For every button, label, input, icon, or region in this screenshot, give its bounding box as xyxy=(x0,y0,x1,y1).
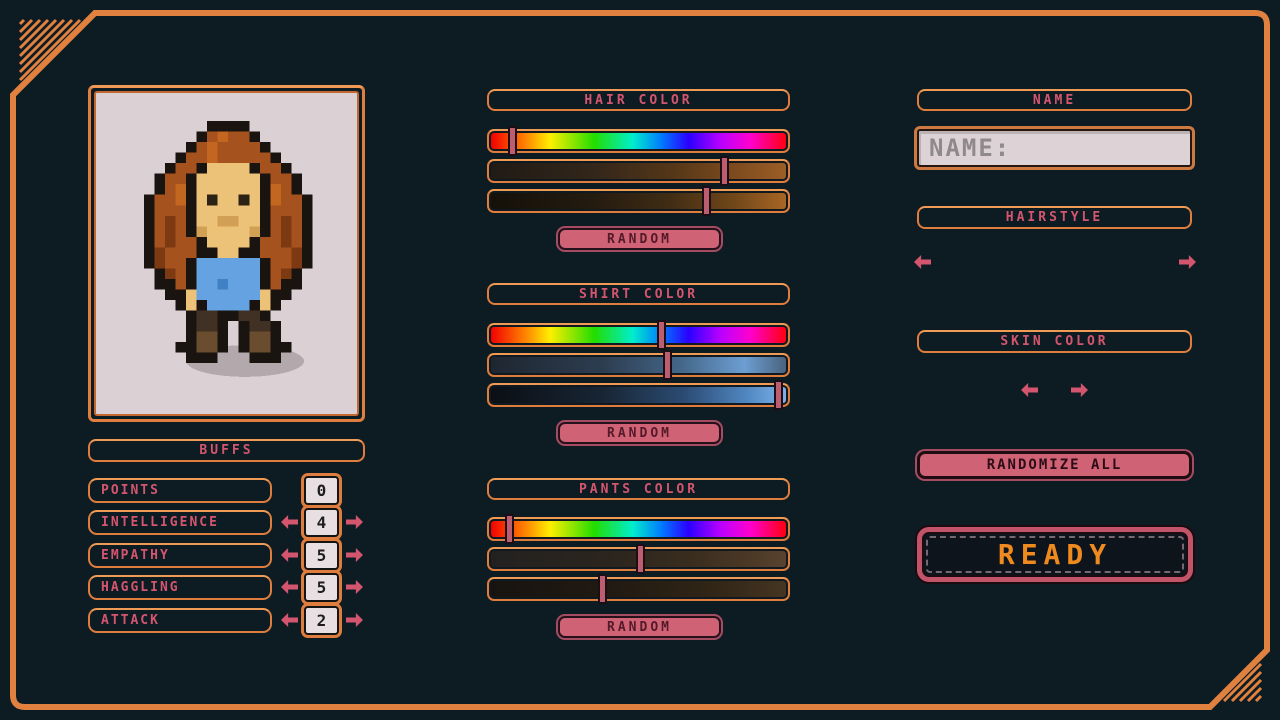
hairstyle-next-button[interactable] xyxy=(1179,255,1196,269)
shirt-slider-shirt-sat[interactable] xyxy=(487,350,790,380)
pants-slider-hue[interactable] xyxy=(487,514,790,544)
shirt-random-button[interactable]: RANDOM xyxy=(558,422,721,444)
stat-attack-decrease-button[interactable] xyxy=(281,613,298,627)
shirt-hue-handle[interactable] xyxy=(657,320,667,350)
pants-slider-pants-val[interactable] xyxy=(487,574,790,604)
ready-button[interactable]: READY xyxy=(917,527,1193,582)
hair-hair-val-handle[interactable] xyxy=(702,186,712,216)
stat-attack-increase-button[interactable] xyxy=(346,613,363,627)
shirt-hue-track xyxy=(491,327,786,343)
skin-color-prev-button[interactable] xyxy=(1021,383,1038,397)
hair-hue-track xyxy=(491,133,786,149)
stat-intelligence-decrease-button[interactable] xyxy=(281,515,298,529)
hairstyle-prev-button[interactable] xyxy=(914,255,931,269)
stat-value-intelligence: 4 xyxy=(304,508,339,537)
hair-random-button[interactable]: RANDOM xyxy=(558,228,721,250)
stat-label-haggling: HAGGLING xyxy=(88,575,272,600)
pants-hue-track xyxy=(491,521,786,537)
hair-color-header: HAIR COLOR xyxy=(487,89,790,111)
hair-slider-hair-sat[interactable] xyxy=(487,156,790,186)
shirt-shirt-val-track xyxy=(491,387,786,403)
pants-pants-val-track xyxy=(491,581,786,597)
pants-slider-pants-sat[interactable] xyxy=(487,544,790,574)
shirt-shirt-val-handle[interactable] xyxy=(774,380,784,410)
stat-haggling-decrease-button[interactable] xyxy=(281,580,298,594)
ready-button-label: READY xyxy=(926,536,1184,573)
shirt-color-header: SHIRT COLOR xyxy=(487,283,790,305)
shirt-slider-hue[interactable] xyxy=(487,320,790,350)
pants-pants-val-handle[interactable] xyxy=(597,574,607,604)
stat-label-attack: ATTACK xyxy=(88,608,272,633)
stat-label-empathy: EMPATHY xyxy=(88,543,272,568)
character-portrait xyxy=(94,91,359,416)
hairstyle-header: HAIRSTYLE xyxy=(917,206,1192,229)
pants-random-button[interactable]: RANDOM xyxy=(558,616,721,638)
stat-empathy-increase-button[interactable] xyxy=(346,548,363,562)
name-header: NAME xyxy=(917,89,1192,111)
stat-value-points: 0 xyxy=(304,476,339,505)
shirt-shirt-sat-handle[interactable] xyxy=(663,350,673,380)
buffs-header: BUFFS xyxy=(88,439,365,462)
character-avatar-pixel-art xyxy=(144,121,313,377)
hair-slider-hue[interactable] xyxy=(487,126,790,156)
shirt-shirt-sat-track xyxy=(491,357,786,373)
character-portrait-frame xyxy=(88,85,365,422)
pants-pants-sat-handle[interactable] xyxy=(636,544,646,574)
hair-hair-sat-handle[interactable] xyxy=(720,156,730,186)
skin-color-header: SKIN COLOR xyxy=(917,330,1192,353)
stat-value-attack: 2 xyxy=(304,606,339,635)
stat-intelligence-increase-button[interactable] xyxy=(346,515,363,529)
shirt-slider-shirt-val[interactable] xyxy=(487,380,790,410)
hair-slider-hair-val[interactable] xyxy=(487,186,790,216)
stat-value-haggling: 5 xyxy=(304,573,339,602)
randomize-all-button[interactable]: RANDOMIZE ALL xyxy=(917,451,1192,479)
hair-hair-val-track xyxy=(491,193,786,209)
stat-haggling-increase-button[interactable] xyxy=(346,580,363,594)
hair-hair-sat-track xyxy=(491,163,786,179)
name-input[interactable] xyxy=(917,129,1192,167)
skin-color-next-button[interactable] xyxy=(1071,383,1088,397)
stat-label-intelligence: INTELLIGENCE xyxy=(88,510,272,535)
stat-empathy-decrease-button[interactable] xyxy=(281,548,298,562)
stat-label-points: POINTS xyxy=(88,478,272,503)
hair-hue-handle[interactable] xyxy=(507,126,517,156)
pants-color-header: PANTS COLOR xyxy=(487,478,790,500)
stat-value-empathy: 5 xyxy=(304,541,339,570)
pants-hue-handle[interactable] xyxy=(504,514,514,544)
